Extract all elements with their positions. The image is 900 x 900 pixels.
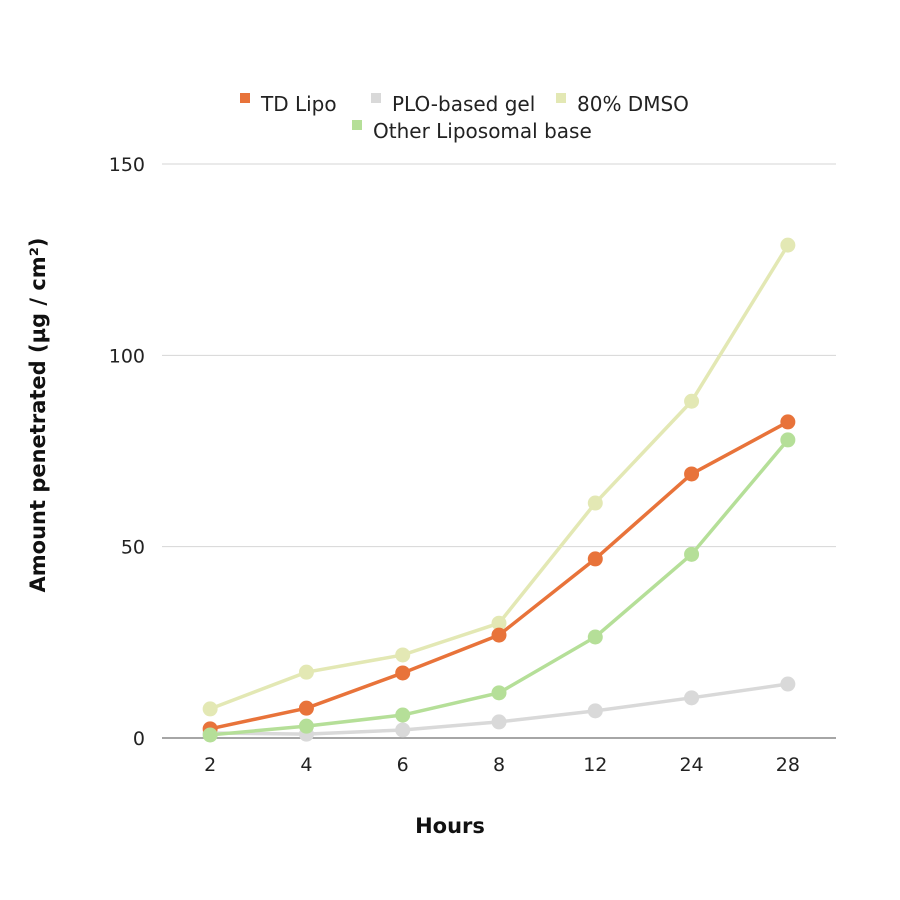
x-tick-label: 12: [583, 754, 607, 776]
data-point: [684, 690, 700, 706]
data-point: [587, 551, 603, 567]
legend-swatch: [556, 93, 566, 103]
data-point: [587, 495, 603, 511]
y-axis-ticks: 0 50 100 150: [109, 154, 145, 750]
x-tick-label: 8: [493, 754, 505, 776]
data-point: [491, 714, 507, 730]
legend-label: Other Liposomal base: [373, 119, 592, 143]
data-point: [298, 718, 314, 734]
legend-label: 80% DMSO: [577, 92, 689, 116]
y-tick-label: 50: [121, 537, 145, 559]
data-point: [202, 701, 218, 717]
data-point: [491, 615, 507, 631]
data-point: [395, 722, 411, 738]
legend-label: PLO-based gel: [392, 92, 535, 116]
legend-swatch: [240, 93, 250, 103]
data-point: [491, 627, 507, 643]
data-point: [684, 546, 700, 562]
y-axis-label: Amount penetrated (µg / cm²): [26, 238, 50, 593]
legend-item: TD Lipo: [240, 92, 337, 116]
data-point: [780, 237, 796, 253]
legend-swatch: [352, 120, 362, 130]
data-point: [684, 466, 700, 482]
x-tick-label: 4: [300, 754, 312, 776]
data-point: [395, 665, 411, 681]
x-tick-label: 6: [397, 754, 409, 776]
x-tick-label: 28: [776, 754, 800, 776]
series-line: [209, 420, 789, 731]
legend-item: PLO-based gel: [371, 92, 535, 116]
x-axis-label: Hours: [415, 814, 485, 838]
y-tick-label: 100: [109, 345, 145, 367]
x-tick-label: 24: [679, 754, 703, 776]
x-tick-label: 2: [204, 754, 216, 776]
y-tick-label: 0: [133, 728, 145, 750]
data-point: [491, 685, 507, 701]
data-point: [298, 700, 314, 716]
data-point: [202, 727, 218, 743]
series-group: [202, 237, 796, 743]
data-point: [298, 664, 314, 680]
legend-swatch: [371, 93, 381, 103]
data-point: [780, 676, 796, 692]
series-other-liposomal-base: [202, 432, 796, 743]
series-80-dmso: [202, 237, 796, 717]
legend-item: 80% DMSO: [556, 92, 689, 116]
data-point: [780, 432, 796, 448]
data-point: [587, 703, 603, 719]
data-point: [587, 629, 603, 645]
data-point: [780, 414, 796, 430]
data-point: [395, 707, 411, 723]
data-point: [395, 647, 411, 663]
y-tick-label: 150: [109, 154, 145, 176]
x-axis-ticks: 2 4 6 8 12 24 28: [204, 754, 800, 776]
legend-label: TD Lipo: [260, 92, 337, 116]
legend-item: Other Liposomal base: [352, 119, 592, 143]
legend: TD Lipo PLO-based gel 80% DMSO Other Liposo…: [240, 92, 689, 143]
data-point: [684, 393, 700, 409]
gridlines: [162, 163, 836, 739]
